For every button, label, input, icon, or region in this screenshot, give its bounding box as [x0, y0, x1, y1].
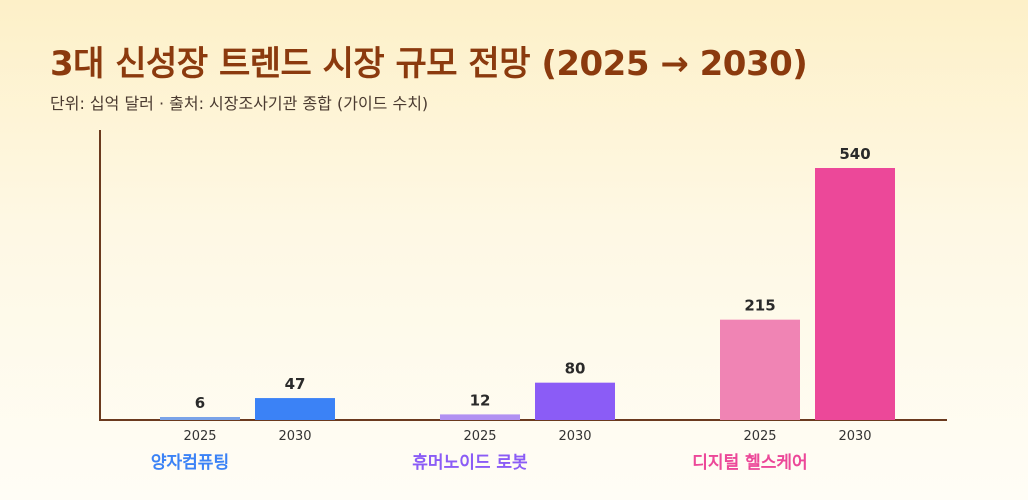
group-label: 휴머노이드 로봇: [412, 452, 528, 473]
bar-3-2025: [720, 319, 800, 420]
x-tick-label: 2025: [183, 429, 216, 444]
chart-title: 3대 신성장 트렌드 시장 규모 전망 (2025 → 2030): [50, 44, 808, 84]
group-label: 양자컴퓨팅: [151, 452, 229, 473]
bar-1-2030: [255, 398, 335, 420]
data-label: 80: [565, 360, 586, 378]
x-tick-label: 2030: [838, 429, 871, 444]
x-tick-label: 2025: [463, 429, 496, 444]
bar-1-2025: [160, 417, 240, 420]
data-label: 12: [470, 391, 491, 409]
x-tick-label: 2030: [558, 429, 591, 444]
data-label: 540: [839, 145, 870, 163]
data-label: 215: [744, 297, 775, 315]
group-label: 디지털 헬스케어: [692, 453, 807, 473]
chart-subtitle: 단위: 십억 달러 · 출처: 시장조사기관 종합 (가이드 수치): [50, 94, 429, 113]
bar-3-2030: [815, 168, 895, 420]
x-tick-label: 2025: [743, 429, 776, 444]
data-label: 6: [195, 394, 205, 412]
bar-2-2030: [535, 382, 615, 420]
data-label: 47: [285, 375, 306, 393]
bar-2-2025: [440, 414, 520, 420]
x-tick-label: 2030: [278, 429, 311, 444]
